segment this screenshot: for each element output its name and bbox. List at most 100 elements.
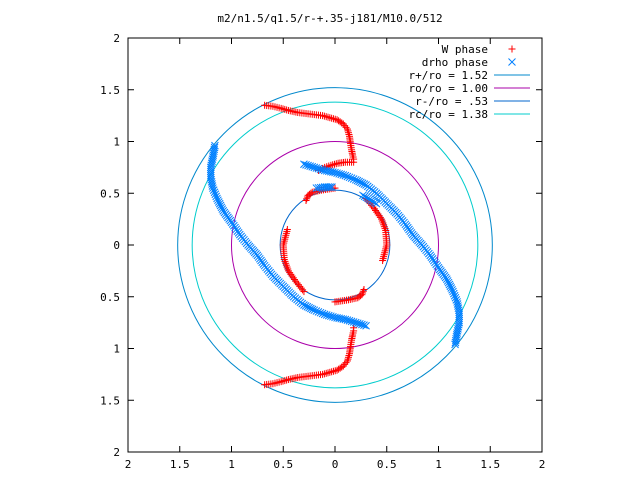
w-phase-point <box>508 45 516 53</box>
w-phase-point <box>326 114 334 122</box>
x-tick-label: 2 <box>539 458 546 471</box>
w-phase-point <box>304 191 312 199</box>
w-phase-point <box>303 195 311 203</box>
drho-phase-point <box>324 311 333 320</box>
w-phase-point <box>345 131 353 139</box>
legend-label: ro/ro = 1.00 <box>409 82 488 95</box>
point-series <box>206 101 464 389</box>
w-phase-point <box>329 161 337 169</box>
legend-label: r-/ro = .53 <box>415 95 488 108</box>
y-tick-label: 1.5 <box>100 394 120 407</box>
drho-phase-point <box>341 171 350 180</box>
drho-phase-point <box>218 205 227 213</box>
drho-phase-point <box>322 183 331 191</box>
w-phase-point <box>281 105 289 113</box>
y-tick-label: 0 <box>113 239 120 252</box>
drho-phase-point <box>210 188 219 197</box>
drho-phase-point <box>211 190 220 199</box>
w-phase-point <box>345 351 353 359</box>
w-phase-point <box>350 324 358 332</box>
drho-phase-point <box>508 58 516 66</box>
drho-phase-point <box>353 319 362 328</box>
drho-phase-point <box>302 161 310 169</box>
legend-label: r+/ro = 1.52 <box>409 69 488 82</box>
drho-phase-point <box>450 291 459 300</box>
w-phase-point <box>281 377 289 385</box>
w-phase-point <box>277 378 285 386</box>
drho-phase-point <box>324 183 333 191</box>
drho-phase-point <box>209 186 218 194</box>
w-phase-point <box>299 286 307 294</box>
drho-phase-point <box>351 175 360 184</box>
w-phase-point <box>324 369 332 377</box>
x-tick-label: 1.5 <box>170 458 190 471</box>
x-tick-label: 0 <box>332 458 339 471</box>
drho-phase-point <box>208 182 217 190</box>
w-phase-point <box>381 247 389 255</box>
y-tick-label: 0.5 <box>100 187 120 200</box>
drho-phase-point <box>316 308 325 317</box>
drho-phase-point <box>372 199 381 208</box>
drho-phase-point <box>318 309 327 318</box>
w-phase-point <box>329 115 337 123</box>
drho-phase-point <box>335 169 343 178</box>
drho-phase-point <box>209 184 217 192</box>
drho-phase-point <box>449 289 458 298</box>
drho-phase-point <box>308 305 317 314</box>
drho-phase-point <box>360 321 368 329</box>
drho-phase-point <box>337 170 346 179</box>
w-phase-point <box>342 359 350 367</box>
w-phase-point <box>320 112 328 120</box>
drho-phase-point <box>318 166 327 174</box>
w-phase-point <box>330 160 338 168</box>
w-phase-point <box>281 233 289 241</box>
axis-ticks: 2 1.5 1 0.5 0 0.5 1 1.5 221.510.500.511.52 <box>100 32 545 471</box>
drho-phase-point <box>345 173 354 182</box>
drho-phase-point <box>212 192 221 201</box>
w-phase-point <box>302 196 310 204</box>
w-phase-point <box>281 235 289 243</box>
drho-phase-point <box>351 318 360 327</box>
w-phase-point <box>331 367 339 375</box>
drho-phase-point <box>358 320 366 329</box>
w-phase-point <box>342 123 350 131</box>
w-phase-point <box>283 106 291 114</box>
w-phase-point <box>331 115 339 123</box>
x-tick-label: 0.5 <box>377 458 397 471</box>
w-phase-point <box>282 229 290 237</box>
drho-phase-point <box>314 308 323 316</box>
circle-series <box>177 87 493 403</box>
drho-phase-point <box>353 176 362 185</box>
drho-phase-point <box>320 310 329 319</box>
drho-phase-point <box>347 174 356 182</box>
y-tick-label: 1 <box>113 136 120 149</box>
drho-phase-point <box>327 312 335 321</box>
drho-phase-point <box>345 316 354 325</box>
w-phase-point <box>328 114 336 122</box>
w-phase-point <box>334 159 342 167</box>
w-phase-point <box>382 245 390 253</box>
w-phase-point <box>332 160 340 168</box>
w-phase-point <box>344 129 352 137</box>
x-tick-label: 2 <box>125 458 132 471</box>
w-phase-point <box>319 112 327 120</box>
x-tick-label: 1 <box>228 458 235 471</box>
y-tick-label: 0.5 <box>100 291 120 304</box>
w-phase-point <box>358 291 366 299</box>
drho-phase-point <box>341 315 350 324</box>
drho-phase-point <box>322 311 331 319</box>
w-phase-point <box>319 370 327 378</box>
legend-label: rc/ro = 1.38 <box>409 108 488 121</box>
drho-phase-point <box>451 293 460 302</box>
w-phase-point <box>343 125 351 133</box>
drho-phase-point <box>362 321 370 330</box>
w-phase-point <box>328 368 336 376</box>
drho-phase-point <box>452 296 461 304</box>
drho-phase-point <box>310 163 319 172</box>
w-phase-point <box>359 287 367 295</box>
drho-phase-point <box>312 164 321 172</box>
w-phase-point <box>283 376 291 384</box>
y-tick-label: 2 <box>113 32 120 45</box>
